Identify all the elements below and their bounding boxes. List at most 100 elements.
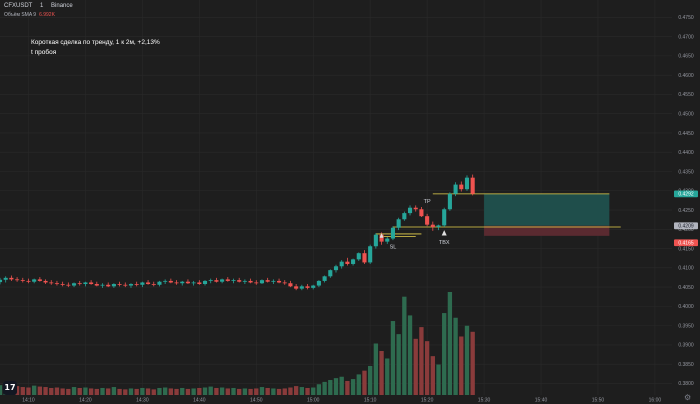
volume-bar xyxy=(71,387,77,395)
gear-icon[interactable]: ⚙ xyxy=(684,393,692,402)
candle-body xyxy=(20,280,25,281)
volume-bar xyxy=(424,341,430,395)
price-tick-label: 0.4350 xyxy=(678,169,694,175)
volume-bar xyxy=(345,380,350,395)
candle-body xyxy=(191,282,196,284)
volume-bar xyxy=(94,388,99,395)
volume-bar xyxy=(333,378,339,395)
price-tick-label: 0.3950 xyxy=(678,323,694,329)
candle-body xyxy=(345,261,350,264)
candle-body xyxy=(146,282,151,285)
volume-bar xyxy=(464,325,470,395)
candle-body xyxy=(151,284,156,285)
time-tick-label: 15:20 xyxy=(421,398,434,404)
volume-bar xyxy=(20,387,25,395)
price-axis-bg xyxy=(672,0,700,404)
volume-bar xyxy=(288,387,293,395)
volume-bar xyxy=(373,343,379,395)
price-tick-label: 0.4700 xyxy=(678,34,694,40)
volume-bars xyxy=(0,292,475,395)
candle-body xyxy=(15,279,20,281)
price-tick-label: 0.4100 xyxy=(678,266,694,272)
candle-body xyxy=(413,207,418,210)
price-tick-label: 0.4600 xyxy=(678,73,694,79)
price-tick-label: 0.3800 xyxy=(678,381,694,387)
time-axis: 14:10 14:20 14:30 14:40 14:50 15:00 15:10 15:20… xyxy=(0,395,672,404)
volume-bar xyxy=(32,385,37,395)
volume-bar xyxy=(219,387,225,395)
time-tick-label: 14:30 xyxy=(136,398,149,404)
time-axis-bg xyxy=(0,395,672,404)
volume-bar xyxy=(254,388,259,395)
candle-body xyxy=(117,284,122,285)
candle-body xyxy=(294,286,299,289)
price-tick-label: 0.4050 xyxy=(678,285,694,291)
volume-bar xyxy=(180,387,185,395)
candle-body xyxy=(385,238,390,242)
candle-body xyxy=(259,280,265,284)
candle-body xyxy=(32,279,37,282)
candle-body xyxy=(9,277,14,280)
volume-bar xyxy=(100,387,105,395)
sl-arrow-icon xyxy=(379,233,384,238)
volume-bar xyxy=(265,387,270,395)
candle-body xyxy=(208,280,213,281)
volume-bar xyxy=(436,364,441,395)
symbol-name[interactable]: CFXUSDT xyxy=(4,3,33,9)
candle-body xyxy=(134,284,139,285)
candle-body xyxy=(197,282,202,285)
candle-body xyxy=(66,284,71,286)
volume-bar xyxy=(214,387,219,395)
candle-body xyxy=(26,280,31,282)
volume-bar xyxy=(117,388,122,395)
candle-body xyxy=(271,280,276,282)
volume-bar xyxy=(453,317,458,395)
volume-bar xyxy=(311,387,316,395)
candle-body xyxy=(231,280,236,281)
candle-body xyxy=(157,281,162,285)
candle-body xyxy=(128,284,134,286)
candle-body xyxy=(3,277,8,280)
position-zones xyxy=(484,193,610,236)
volume-bar xyxy=(379,350,384,395)
volume-bar xyxy=(470,331,475,395)
volume-bar xyxy=(299,387,304,395)
candle-body xyxy=(168,280,173,283)
volume-bar xyxy=(322,381,327,395)
candle-body xyxy=(54,283,59,285)
candle-body xyxy=(447,193,452,210)
symbol-header[interactable]: CFXUSDT 1 Binance xyxy=(4,3,79,9)
candle-body xyxy=(322,276,327,281)
candle-body xyxy=(37,279,42,281)
volume-bar xyxy=(368,365,373,395)
interval-label[interactable]: 1 xyxy=(40,3,44,9)
volume-bar xyxy=(26,387,31,395)
indicator-legend[interactable]: Объём SMA 9 6.992K xyxy=(4,12,55,18)
candle-body xyxy=(43,280,48,283)
candle-body xyxy=(299,286,304,289)
price-tick-label: 0.4450 xyxy=(678,131,694,137)
candle-body xyxy=(436,225,441,227)
candle-body xyxy=(94,284,99,286)
volume-bar xyxy=(316,384,322,395)
candle-body xyxy=(71,283,77,286)
candle-body xyxy=(390,227,395,239)
candle-body xyxy=(407,207,413,214)
tradingview-logo-icon[interactable]: 17 xyxy=(3,381,17,395)
exchange-label: Binance xyxy=(51,3,73,9)
price-tick-label: 0.4250 xyxy=(678,208,694,214)
time-tick-label: 14:20 xyxy=(79,398,92,404)
candle-body xyxy=(140,282,145,285)
volume-bar xyxy=(191,388,196,395)
time-tick-label: 15:50 xyxy=(592,398,605,404)
candle-body xyxy=(419,209,424,217)
chart-note[interactable]: Короткая сделка по тренду, 1 к 2м, +2,13… xyxy=(31,38,160,58)
volume-bar xyxy=(66,388,71,395)
candle-body xyxy=(402,213,407,220)
volume-bar xyxy=(145,388,151,395)
sl-marker: SL xyxy=(390,245,397,251)
volume-bar xyxy=(54,387,60,395)
volume-bar xyxy=(362,370,367,395)
